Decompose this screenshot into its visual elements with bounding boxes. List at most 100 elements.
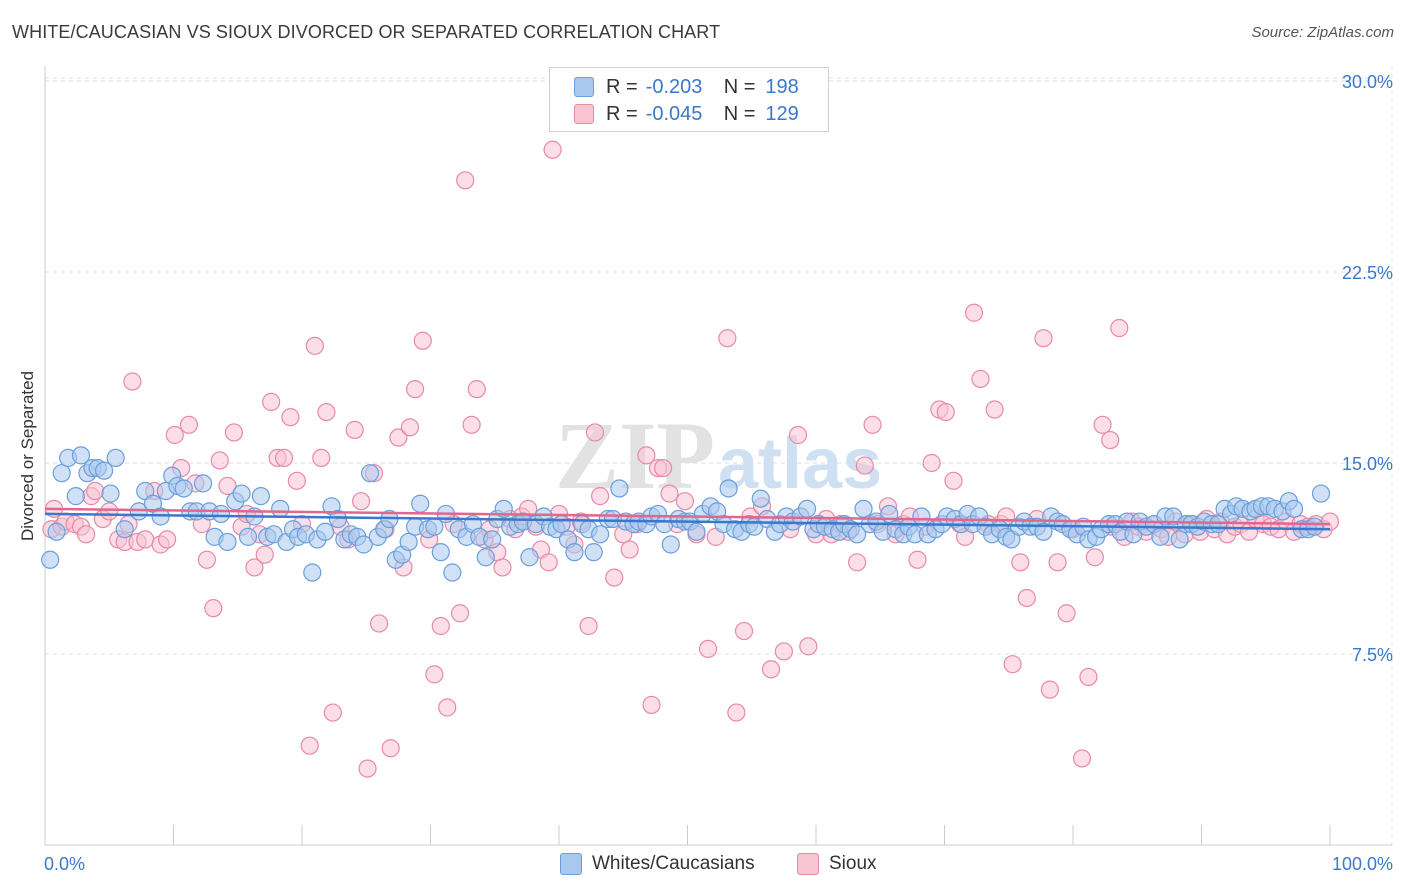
data-point-sioux [197,550,217,569]
data-point-sioux [734,621,754,641]
data-point-sioux [438,698,457,717]
data-point-sioux [855,456,874,475]
data-point-sioux [1085,548,1104,567]
watermark-zip: ZIP [555,402,715,509]
data-point-whites [271,499,290,518]
data-point-whites [1305,517,1324,536]
chart-title: WHITE/CAUCASIAN VS SIOUX DIVORCED OR SEP… [12,22,721,42]
data-point-whites [101,484,120,503]
data-point-whites [610,479,629,498]
data-point-whites [238,527,258,546]
data-point-whites [174,479,193,498]
data-point-sioux [165,425,184,445]
data-point-sioux [922,453,941,473]
data-point-sioux [413,331,432,350]
data-point-whites [719,479,738,498]
data-point-sioux [345,420,364,439]
data-point-sioux [381,739,400,758]
data-point-whites [106,448,125,468]
data-point-sioux [698,639,718,659]
data-point-sioux [1017,588,1036,608]
data-point-sioux [761,660,781,679]
data-point-sioux [605,568,624,587]
data-point-whites [431,543,450,562]
data-point-sioux [964,303,984,322]
data-point-sioux [985,400,1004,419]
data-point-whites [211,504,231,524]
data-point-sioux [274,448,294,468]
data-point-sioux [971,369,990,389]
data-point-sioux [1003,655,1022,674]
data-point-whites [47,522,66,541]
data-point-whites [1170,530,1189,549]
data-point-whites [565,543,584,562]
data-point-whites [848,525,867,544]
bottom-legend-whites: Whites/Caucasians [560,852,755,876]
data-point-sioux [1101,430,1120,450]
data-point-whites [354,535,373,554]
data-point-whites [591,525,610,544]
bottom-legend-sioux: Sioux [797,852,877,876]
data-point-sioux [204,599,223,618]
data-point-whites [411,494,430,513]
data-point-whites [218,532,237,552]
data-point-sioux [462,415,481,434]
source-label: Source: ZipAtlas.com [1251,24,1394,41]
data-point-sioux [1040,680,1059,699]
data-point-sioux [323,703,342,722]
data-point-whites [1151,527,1170,546]
data-point-sioux [210,451,229,470]
bottom-legend-label-whites: Whites/Caucasians [592,853,755,874]
data-point-whites [661,535,680,554]
data-point-whites [115,520,134,539]
y-tick-label: 15.0% [1342,454,1393,474]
bottom-legend-label-sioux: Sioux [829,853,877,874]
data-point-sioux [300,736,319,755]
data-point-sioux [653,458,673,478]
data-point-sioux [389,428,408,447]
data-point-whites [193,474,213,493]
points-layer [41,140,1340,778]
legend-r-label: R = [606,75,638,98]
data-point-sioux [136,530,155,549]
data-point-sioux [908,550,927,569]
label-layer: 7.5% 15.0% 22.5% 30.0% 0.0% 100.0% Divorced or… [18,72,1393,874]
data-point-whites [483,530,502,549]
data-point-sioux [591,487,610,506]
data-point-sioux [1110,318,1129,338]
data-point-whites [687,522,706,541]
data-point-whites [854,499,873,518]
data-point-sioux [100,502,119,521]
legend-swatch-whites [574,77,594,97]
data-point-sioux [1048,553,1067,572]
data-point-sioux [788,425,808,445]
data-point-whites [1284,499,1304,518]
legend-n-label: N = [723,102,756,125]
data-point-whites [66,487,85,506]
legend-row-whites: R = -0.203 N = 198 [574,75,799,99]
data-point-sioux [936,402,955,422]
data-point-sioux [543,140,562,159]
data-point-whites [52,464,71,483]
y-axis-title: Divorced or Separated [18,371,37,541]
y-tick-label: 30.0% [1342,72,1393,92]
data-point-sioux [727,703,746,722]
axis-layer [44,66,1392,846]
trend-layer [44,507,1331,531]
data-point-whites [316,522,335,541]
data-point-sioux [539,553,558,572]
data-point-sioux [77,525,96,544]
data-point-sioux [1011,553,1030,572]
legend-r-value: -0.203 [645,75,703,98]
data-point-sioux [660,484,679,503]
data-point-whites [232,484,251,503]
data-point-whites [476,548,495,567]
legend-row-sioux: R = -0.045 N = 129 [574,102,799,126]
data-point-sioux [579,616,598,636]
data-point-sioux [358,759,377,778]
data-point-sioux [287,471,306,490]
data-point-whites [328,509,348,529]
data-point-sioux [493,558,512,577]
trend-line-sioux [44,507,1331,526]
